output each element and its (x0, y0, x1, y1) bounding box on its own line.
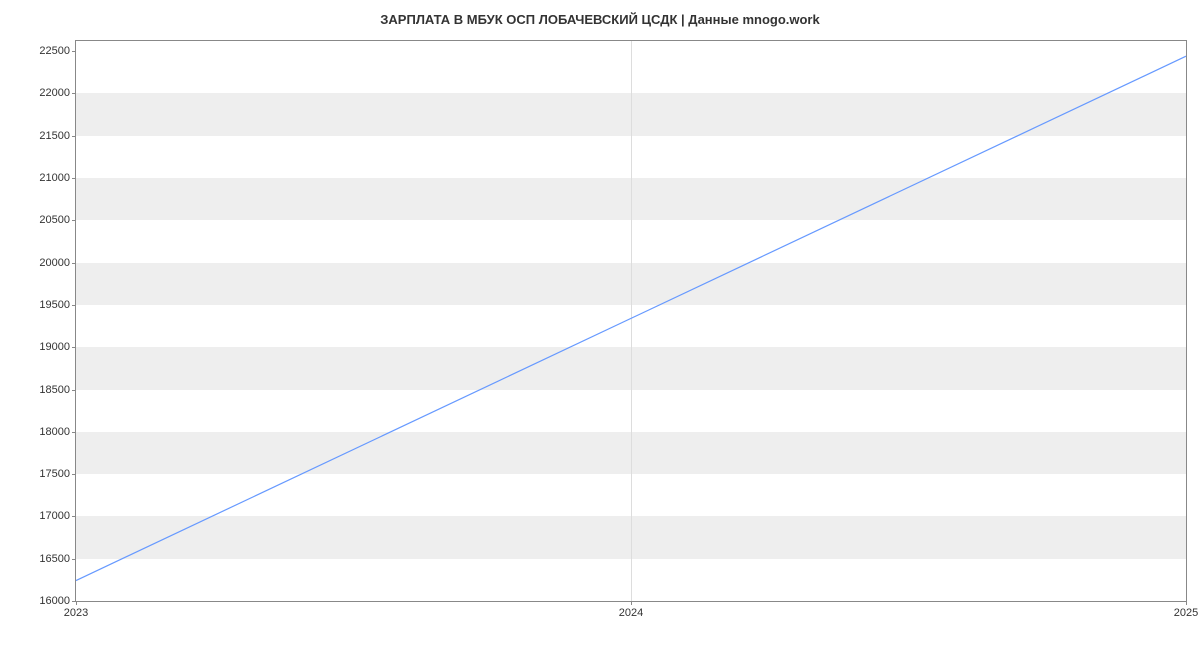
x-gridline (631, 41, 632, 601)
y-tick-mark (72, 178, 76, 179)
y-tick-mark (72, 347, 76, 348)
y-tick-label: 17500 (39, 468, 70, 480)
y-tick-mark (72, 51, 76, 52)
y-tick-mark (72, 516, 76, 517)
y-tick-label: 19500 (39, 299, 70, 311)
y-tick-mark (72, 390, 76, 391)
y-tick-mark (72, 474, 76, 475)
y-tick-mark (72, 263, 76, 264)
y-tick-label: 19000 (39, 341, 70, 353)
y-tick-label: 20000 (39, 257, 70, 269)
y-tick-mark (72, 136, 76, 137)
y-tick-mark (72, 432, 76, 433)
y-tick-mark (72, 305, 76, 306)
y-tick-label: 21500 (39, 130, 70, 142)
y-tick-label: 22000 (39, 87, 70, 99)
y-tick-label: 18500 (39, 384, 70, 396)
x-tick-label: 2025 (1174, 607, 1198, 619)
y-tick-label: 21000 (39, 172, 70, 184)
plot-area: 1600016500170001750018000185001900019500… (75, 40, 1187, 602)
y-tick-label: 18000 (39, 426, 70, 438)
x-tick-mark (1186, 601, 1187, 605)
y-tick-label: 16500 (39, 553, 70, 565)
y-tick-label: 16000 (39, 595, 70, 607)
y-tick-label: 22500 (39, 45, 70, 57)
line-chart: ЗАРПЛАТА В МБУК ОСП ЛОБАЧЕВСКИЙ ЦСДК | Д… (0, 0, 1200, 650)
x-tick-mark (631, 601, 632, 605)
x-tick-label: 2023 (64, 607, 88, 619)
y-tick-label: 17000 (39, 510, 70, 522)
x-tick-mark (76, 601, 77, 605)
y-tick-mark (72, 559, 76, 560)
x-tick-label: 2024 (619, 607, 643, 619)
chart-title: ЗАРПЛАТА В МБУК ОСП ЛОБАЧЕВСКИЙ ЦСДК | Д… (0, 12, 1200, 27)
y-tick-label: 20500 (39, 214, 70, 226)
y-tick-mark (72, 220, 76, 221)
y-tick-mark (72, 93, 76, 94)
